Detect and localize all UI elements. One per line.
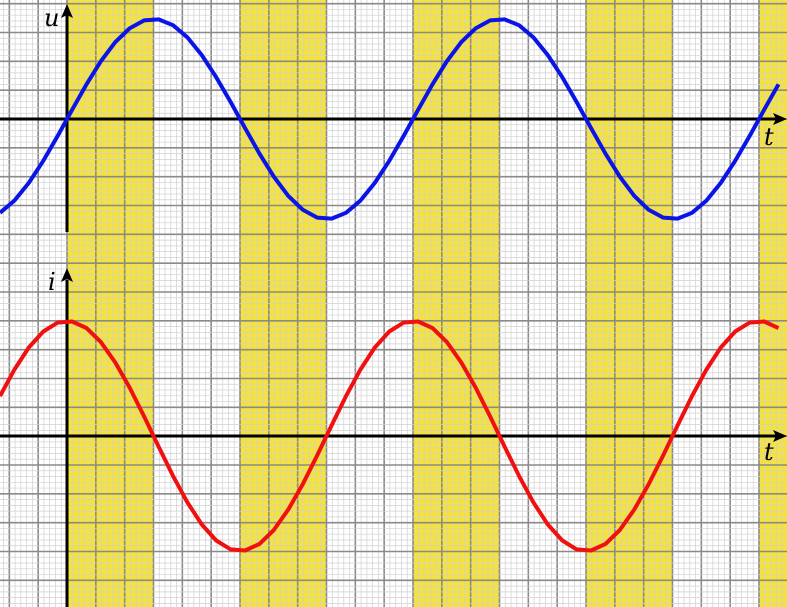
arrow	[61, 4, 73, 18]
axes	[0, 4, 787, 607]
current-curve	[0, 319, 780, 553]
arrow	[61, 268, 73, 282]
top-y-label: u	[44, 4, 59, 32]
curves	[0, 17, 781, 553]
arrow	[773, 430, 787, 442]
arrow	[773, 113, 787, 125]
bottom-x-label: t	[764, 438, 774, 466]
bottom-y-label: i	[48, 268, 56, 296]
top-x-label: t	[764, 123, 774, 151]
voltage-curve	[0, 17, 781, 221]
